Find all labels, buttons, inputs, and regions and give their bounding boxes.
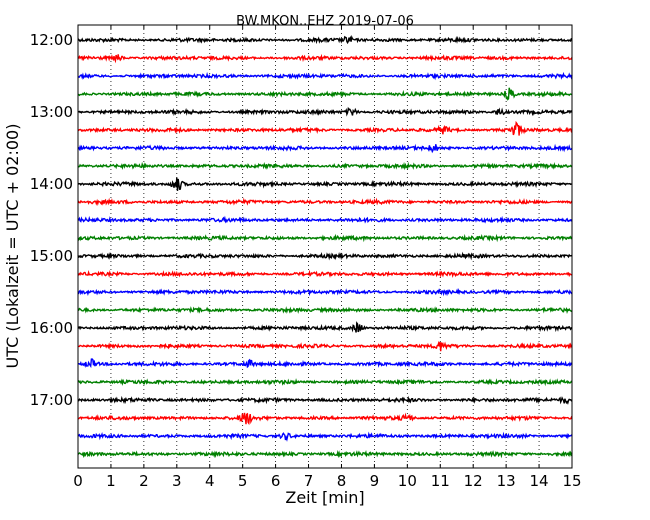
x-tick-label: 10	[398, 472, 417, 490]
y-tick-label: 14:00	[30, 175, 73, 193]
seismic-trace	[77, 215, 573, 224]
x-axis-ticks: 0 1 2 3 4 5 6 7 8 9 10 11 12 13 14 15	[73, 25, 582, 490]
x-tick-label: 15	[562, 472, 581, 490]
seismic-trace	[78, 412, 573, 426]
chart-title: BW.MKON..EHZ 2019-07-06	[236, 14, 414, 29]
seismic-trace	[77, 431, 573, 442]
x-tick-label: 9	[370, 472, 380, 490]
seismic-trace	[77, 120, 573, 136]
y-tick-label: 17:00	[30, 391, 73, 409]
seismic-trace	[77, 378, 573, 387]
x-tick-label: 0	[73, 472, 83, 490]
x-tick-label: 1	[106, 472, 116, 490]
trace-group	[77, 34, 573, 459]
seismic-trace	[78, 306, 573, 314]
seismic-trace	[77, 269, 573, 278]
x-tick-label: 8	[337, 472, 347, 490]
seismic-trace	[77, 395, 573, 405]
x-tick-label: 3	[172, 472, 182, 490]
y-axis-label: UTC (Lokalzeit = UTC + 02:00)	[3, 124, 22, 369]
x-tick-label: 4	[205, 472, 215, 490]
seismic-trace	[77, 143, 573, 154]
plot-frame	[77, 24, 573, 469]
y-tick-label: 16:00	[30, 319, 73, 337]
x-tick-label: 12	[464, 472, 483, 490]
seismic-trace	[77, 87, 573, 101]
x-tick-label: 13	[497, 472, 516, 490]
seismic-trace	[77, 251, 573, 261]
y-tick-label: 13:00	[30, 103, 73, 121]
seismic-trace	[77, 197, 573, 206]
seismic-trace	[77, 449, 573, 459]
seismic-trace	[77, 71, 573, 81]
seismic-trace	[77, 321, 573, 333]
seismic-trace	[77, 287, 573, 297]
y-tick-label: 15:00	[30, 247, 73, 265]
seismic-trace	[77, 233, 573, 243]
y-axis-ticks: 12:00 13:00 14:00 15:00 16:00 17:00	[30, 31, 572, 409]
seismic-trace	[77, 177, 573, 191]
x-tick-label: 14	[530, 472, 549, 490]
seismic-trace	[77, 161, 572, 171]
x-tick-label: 2	[139, 472, 149, 490]
x-tick-label: 6	[271, 472, 281, 490]
seismic-trace	[77, 34, 573, 45]
seismic-trace	[77, 358, 573, 369]
y-tick-label: 12:00	[30, 31, 73, 49]
seismic-trace	[77, 53, 573, 64]
x-tick-label: 5	[238, 472, 248, 490]
x-tick-label: 7	[304, 472, 314, 490]
x-tick-label: 11	[431, 472, 450, 490]
seismic-trace	[77, 106, 573, 117]
seismic-trace	[77, 340, 573, 352]
x-axis-label: Zeit [min]	[285, 488, 364, 507]
